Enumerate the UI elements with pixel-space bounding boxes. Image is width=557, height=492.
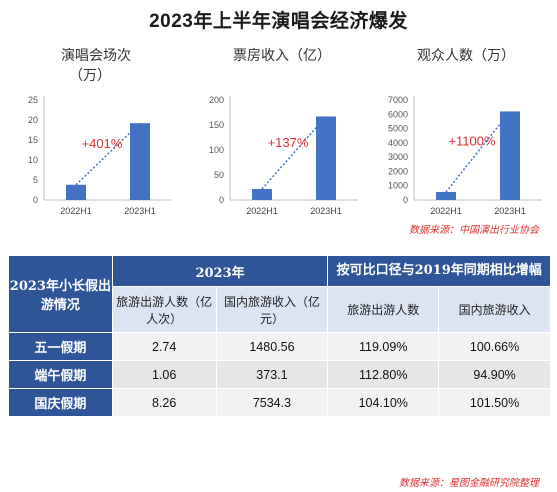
x-tick-label: 2023H1 xyxy=(124,206,156,216)
y-tick-label: 2000 xyxy=(388,166,408,176)
table-row: 国庆假期 8.26 7534.3 104.10% 101.50% xyxy=(8,388,551,417)
table-cell: 1.06 xyxy=(111,360,217,389)
table-cell: 104.10% xyxy=(327,388,440,417)
chart-title: 票房收入（亿） xyxy=(233,48,331,64)
table-col-trips-growth: 旅游出游人数 xyxy=(327,286,440,333)
bar xyxy=(436,192,456,200)
table-col-revenue-growth: 国内旅游收入 xyxy=(438,286,551,333)
table-row: 端午假期 1.06 373.1 112.80% 94.90% xyxy=(8,360,551,389)
chart-title: 演唱会场次 xyxy=(61,48,131,64)
table-row-label: 端午假期 xyxy=(8,360,113,389)
bar xyxy=(316,116,336,200)
y-tick-label: 50 xyxy=(214,170,224,180)
x-tick-label: 2022H1 xyxy=(430,206,462,216)
trend-line xyxy=(75,122,141,186)
chart-concert-sessions: 演唱会场次 （万） 0 5 10 15 20 25 2022H1 2023H1 +401% xyxy=(2,40,182,220)
table-col-trips: 旅游出游人数（亿人次） xyxy=(111,286,217,333)
chart-title-line2: （万） xyxy=(69,68,111,84)
growth-label: +401% xyxy=(82,136,123,151)
trend-line xyxy=(445,110,511,193)
chart-concert-sessions-svg: 演唱会场次 （万） 0 5 10 15 20 25 2022H1 2023H1 +401% xyxy=(28,48,172,216)
table-cell: 8.26 xyxy=(111,388,217,417)
chart-audience: 观众人数（万） 0 1000 2000 3000 4000 5000 6000 7000 2022… xyxy=(372,40,552,220)
trend-line xyxy=(261,116,327,190)
chart-title: 观众人数（万） xyxy=(417,48,515,64)
chart-box-office: 票房收入（亿） 0 50 100 150 200 2022H1 2023H1 +137% xyxy=(188,40,368,220)
table-cell: 94.90% xyxy=(438,360,551,389)
bar xyxy=(130,123,150,200)
table-row-label: 国庆假期 xyxy=(8,388,113,417)
source-note-top: 数据来源：中国演出行业协会 xyxy=(409,225,539,236)
y-tick-label: 4000 xyxy=(388,138,408,148)
y-tick-label: 0 xyxy=(403,195,408,205)
y-tick-label: 15 xyxy=(28,135,38,145)
bar xyxy=(66,184,86,200)
y-tick-label: 0 xyxy=(219,195,224,205)
table-cell: 101.50% xyxy=(438,388,551,417)
x-tick-label: 2022H1 xyxy=(60,206,92,216)
y-tick-label: 1000 xyxy=(388,181,408,191)
growth-label: +1100% xyxy=(448,134,496,149)
y-tick-label: 10 xyxy=(28,155,38,165)
table-corner-header: 2023年小长假出游情况 xyxy=(8,255,113,333)
table-cell: 373.1 xyxy=(215,360,329,389)
y-tick-label: 5000 xyxy=(388,124,408,134)
y-tick-label: 7000 xyxy=(388,95,408,105)
growth-label: +137% xyxy=(268,135,309,150)
table-row-label: 五一假期 xyxy=(8,332,113,361)
x-tick-label: 2023H1 xyxy=(494,206,526,216)
bar xyxy=(500,111,520,200)
y-tick-label: 200 xyxy=(209,95,224,105)
table-cell: 7534.3 xyxy=(215,388,329,417)
chart-box-office-svg: 票房收入（亿） 0 50 100 150 200 2022H1 2023H1 +137% xyxy=(209,48,358,216)
y-tick-label: 6000 xyxy=(388,109,408,119)
table-cell: 2.74 xyxy=(111,332,217,361)
y-tick-label: 100 xyxy=(209,145,224,155)
y-tick-label: 0 xyxy=(33,195,38,205)
y-tick-label: 150 xyxy=(209,120,224,130)
table-row: 五一假期 2.74 1480.56 119.09% 100.66% xyxy=(8,332,551,361)
table-cell: 119.09% xyxy=(327,332,440,361)
x-tick-label: 2023H1 xyxy=(310,206,342,216)
page-title: 2023年上半年演唱会经济爆发 xyxy=(149,11,408,32)
table-col-revenue: 国内旅游收入（亿元） xyxy=(215,286,329,333)
table-cell: 112.80% xyxy=(327,360,440,389)
x-tick-label: 2022H1 xyxy=(246,206,278,216)
bar xyxy=(252,189,272,200)
y-tick-label: 3000 xyxy=(388,152,408,162)
chart-audience-svg: 观众人数（万） 0 1000 2000 3000 4000 5000 6000 7000 2022… xyxy=(388,48,542,216)
table-group-compare: 按可比口径与2019年同期相比增幅 xyxy=(327,255,551,287)
table-cell: 100.66% xyxy=(438,332,551,361)
y-tick-label: 25 xyxy=(28,95,38,105)
y-tick-label: 5 xyxy=(33,175,38,185)
table-cell: 1480.56 xyxy=(215,332,329,361)
table-group-2023: 2023年 xyxy=(111,255,329,287)
source-note-bottom: 数据来源：星图金融研究院整理 xyxy=(399,478,539,489)
y-tick-label: 20 xyxy=(28,115,38,125)
holiday-travel-table: 2023年小长假出游情况 2023年 按可比口径与2019年同期相比增幅 旅游出… xyxy=(8,255,551,417)
